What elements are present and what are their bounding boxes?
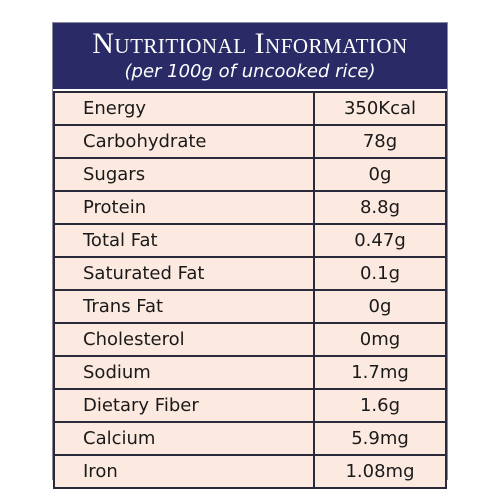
nutrient-value: 1.7mg bbox=[313, 355, 447, 390]
table-row: Sodium 1.7mg bbox=[53, 355, 447, 390]
nutrient-name: Carbohydrate bbox=[53, 124, 315, 159]
nutrient-value: 1.6g bbox=[313, 388, 447, 423]
nutrition-panel: Nutritional Information (per 100g of unc… bbox=[52, 22, 448, 489]
table-row: Saturated Fat 0.1g bbox=[53, 256, 447, 291]
nutrient-name: Energy bbox=[53, 91, 315, 126]
table-body: Energy 350Kcal Carbohydrate 78g Sugars 0g Prot… bbox=[53, 91, 447, 489]
nutrient-value: 0g bbox=[313, 157, 447, 192]
nutrient-name: Total Fat bbox=[53, 223, 315, 258]
nutrient-value: 0.1g bbox=[313, 256, 447, 291]
table-row: Carbohydrate 78g bbox=[53, 124, 447, 159]
subtitle: (per 100g of uncooked rice) bbox=[124, 61, 376, 82]
table-row: Total Fat 0.47g bbox=[53, 223, 447, 258]
nutrient-value: 350Kcal bbox=[313, 91, 447, 126]
table-row: Energy 350Kcal bbox=[53, 91, 447, 126]
nutrient-name: Sodium bbox=[53, 355, 315, 390]
table-row: Trans Fat 0g bbox=[53, 289, 447, 324]
header: Nutritional Information (per 100g of unc… bbox=[53, 23, 447, 89]
nutrient-value: 8.8g bbox=[313, 190, 447, 225]
nutrient-name: Iron bbox=[53, 454, 315, 489]
nutrient-value: 0.47g bbox=[313, 223, 447, 258]
nutrient-value: 1.08mg bbox=[313, 454, 447, 489]
nutrient-value: 78g bbox=[313, 124, 447, 159]
table-row: Sugars 0g bbox=[53, 157, 447, 192]
nutrient-name: Protein bbox=[53, 190, 315, 225]
table-row: Protein 8.8g bbox=[53, 190, 447, 225]
nutrient-value: 0g bbox=[313, 289, 447, 324]
nutrient-name: Cholesterol bbox=[53, 322, 315, 357]
nutrient-name: Sugars bbox=[53, 157, 315, 192]
table-row: Iron 1.08mg bbox=[53, 454, 447, 489]
table-row: Calcium 5.9mg bbox=[53, 421, 447, 456]
nutrient-value: 0mg bbox=[313, 322, 447, 357]
title: Nutritional Information bbox=[92, 27, 408, 60]
table-row: Dietary Fiber 1.6g bbox=[53, 388, 447, 423]
nutrient-name: Trans Fat bbox=[53, 289, 315, 324]
nutrient-value: 5.9mg bbox=[313, 421, 447, 456]
nutrient-name: Dietary Fiber bbox=[53, 388, 315, 423]
nutrient-name: Saturated Fat bbox=[53, 256, 315, 291]
nutrient-name: Calcium bbox=[53, 421, 315, 456]
table-row: Cholesterol 0mg bbox=[53, 322, 447, 357]
nutrition-table: Energy 350Kcal Carbohydrate 78g Sugars 0g Prot… bbox=[53, 91, 447, 489]
